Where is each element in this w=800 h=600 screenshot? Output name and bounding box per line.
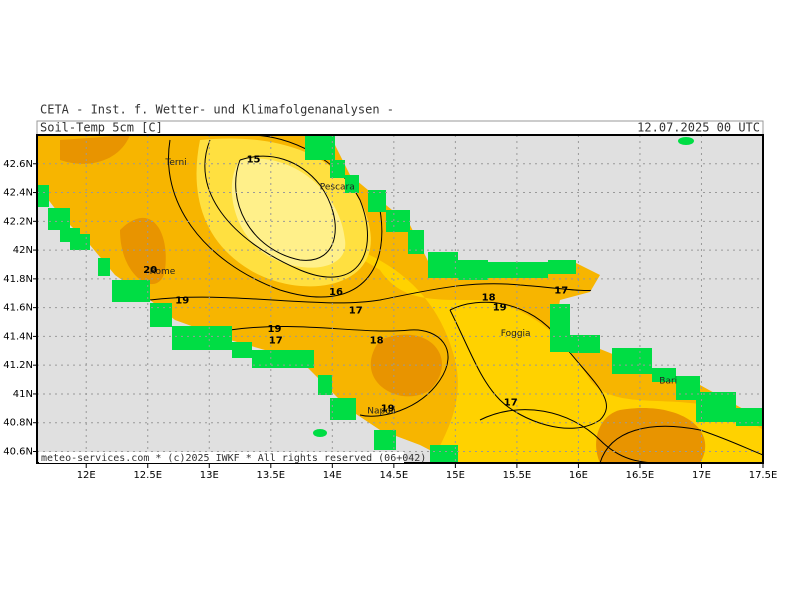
mask-cell — [345, 175, 359, 193]
mask-cell — [488, 262, 548, 278]
valid-time: 12.07.2025 00 UTC — [637, 121, 760, 135]
island — [313, 429, 327, 437]
mask-cell — [252, 350, 314, 368]
contour-label: 19 — [175, 295, 189, 306]
city-label: Foggia — [501, 329, 531, 339]
field-hot — [596, 408, 706, 463]
contour-line — [599, 425, 763, 463]
mask-cell — [548, 260, 576, 274]
mask-cell — [48, 208, 70, 230]
contour-line — [168, 139, 383, 298]
x-tick-label: 16.5E — [626, 470, 655, 481]
mask-cell — [550, 304, 570, 352]
y-tick-label: 41.8N — [3, 274, 33, 285]
parameter: Soil-Temp_5cm [C] — [40, 121, 163, 135]
x-tick-label: 15.5E — [503, 470, 532, 481]
mask-cell — [570, 335, 600, 353]
city-label: Terni — [164, 158, 186, 168]
field-hot — [370, 334, 442, 397]
mask-cell — [368, 190, 386, 212]
field-warm — [330, 240, 763, 463]
contour-label: 18 — [370, 336, 384, 347]
y-tick-label: 40.8N — [3, 418, 33, 429]
contour-label: 18 — [482, 293, 496, 304]
mask-cells — [37, 135, 763, 463]
mask-cell — [330, 160, 345, 178]
contour-line — [229, 326, 449, 417]
x-tick-label: 15E — [446, 470, 465, 481]
mask-cell — [696, 392, 736, 422]
contour-label: 19 — [493, 303, 507, 314]
mask-cell — [408, 230, 424, 254]
city-label: Bari — [659, 377, 677, 387]
field-hot — [120, 217, 166, 285]
x-tick-label: 13.5E — [256, 470, 285, 481]
field-hot — [60, 135, 130, 164]
contour-label: 17 — [504, 398, 518, 409]
mask-cell — [736, 408, 763, 426]
contour-label: 17 — [269, 336, 283, 347]
mask-cell — [150, 303, 172, 327]
contour-label: 19 — [381, 403, 395, 414]
contour-label: 20 — [143, 265, 157, 276]
map-area — [37, 135, 763, 463]
mask-cell — [612, 348, 652, 374]
contour-line — [449, 301, 607, 429]
y-tick-label: 42.2N — [3, 216, 33, 227]
mask-cell — [428, 252, 458, 278]
y-tick-label: 40.6N — [3, 446, 33, 457]
y-tick-label: 41.4N — [3, 331, 33, 342]
contour-line — [479, 409, 661, 463]
x-tick-label: 17E — [692, 470, 711, 481]
mask-cell — [98, 258, 110, 276]
mask-cell — [112, 280, 150, 302]
x-tick-label: 17.5E — [749, 470, 778, 481]
y-tick-label: 42.4N — [3, 188, 33, 199]
contour-line — [235, 155, 336, 261]
contour-line — [149, 283, 601, 304]
x-tick-label: 12E — [77, 470, 96, 481]
contour-label: 19 — [268, 324, 282, 335]
mask-cell — [318, 375, 332, 395]
contour-label: 15 — [247, 154, 261, 165]
mask-cell — [652, 368, 676, 382]
footer: meteo-services.com * (c)2025 IWKF * All … — [41, 453, 426, 464]
mask-cell — [458, 260, 488, 280]
header-title: CETA - Inst. f. Wetter- und Klimafolgena… — [40, 103, 394, 117]
footer-box — [39, 452, 404, 463]
mask-cell — [232, 342, 252, 358]
city-label: Pescara — [320, 182, 355, 192]
x-tick-label: 12.5E — [133, 470, 162, 481]
y-tick-label: 41N — [13, 389, 33, 400]
mask-cell — [374, 430, 396, 450]
x-tick-label: 14E — [323, 470, 342, 481]
mask-cell — [330, 398, 356, 420]
x-tick-label: 16E — [569, 470, 588, 481]
mask-cell — [37, 185, 49, 207]
contour-label: 17 — [554, 285, 568, 296]
mask-cell — [172, 326, 232, 350]
x-tick-label: 14.5E — [380, 470, 409, 481]
contour-label: 17 — [349, 306, 363, 317]
city-label: Napoli — [367, 407, 395, 417]
island — [678, 137, 694, 145]
y-tick-label: 42.6N — [3, 159, 33, 170]
mask-cell — [430, 445, 458, 463]
y-tick-label: 41.6N — [3, 303, 33, 314]
contour-label: 16 — [329, 287, 343, 298]
grid — [37, 135, 763, 463]
y-tick-label: 41.2N — [3, 360, 33, 371]
city-label: Rome — [150, 267, 176, 277]
y-tick-label: 42N — [13, 245, 33, 256]
mask-cell — [305, 135, 335, 160]
x-tick-label: 13E — [200, 470, 219, 481]
mask-cell — [70, 234, 90, 250]
